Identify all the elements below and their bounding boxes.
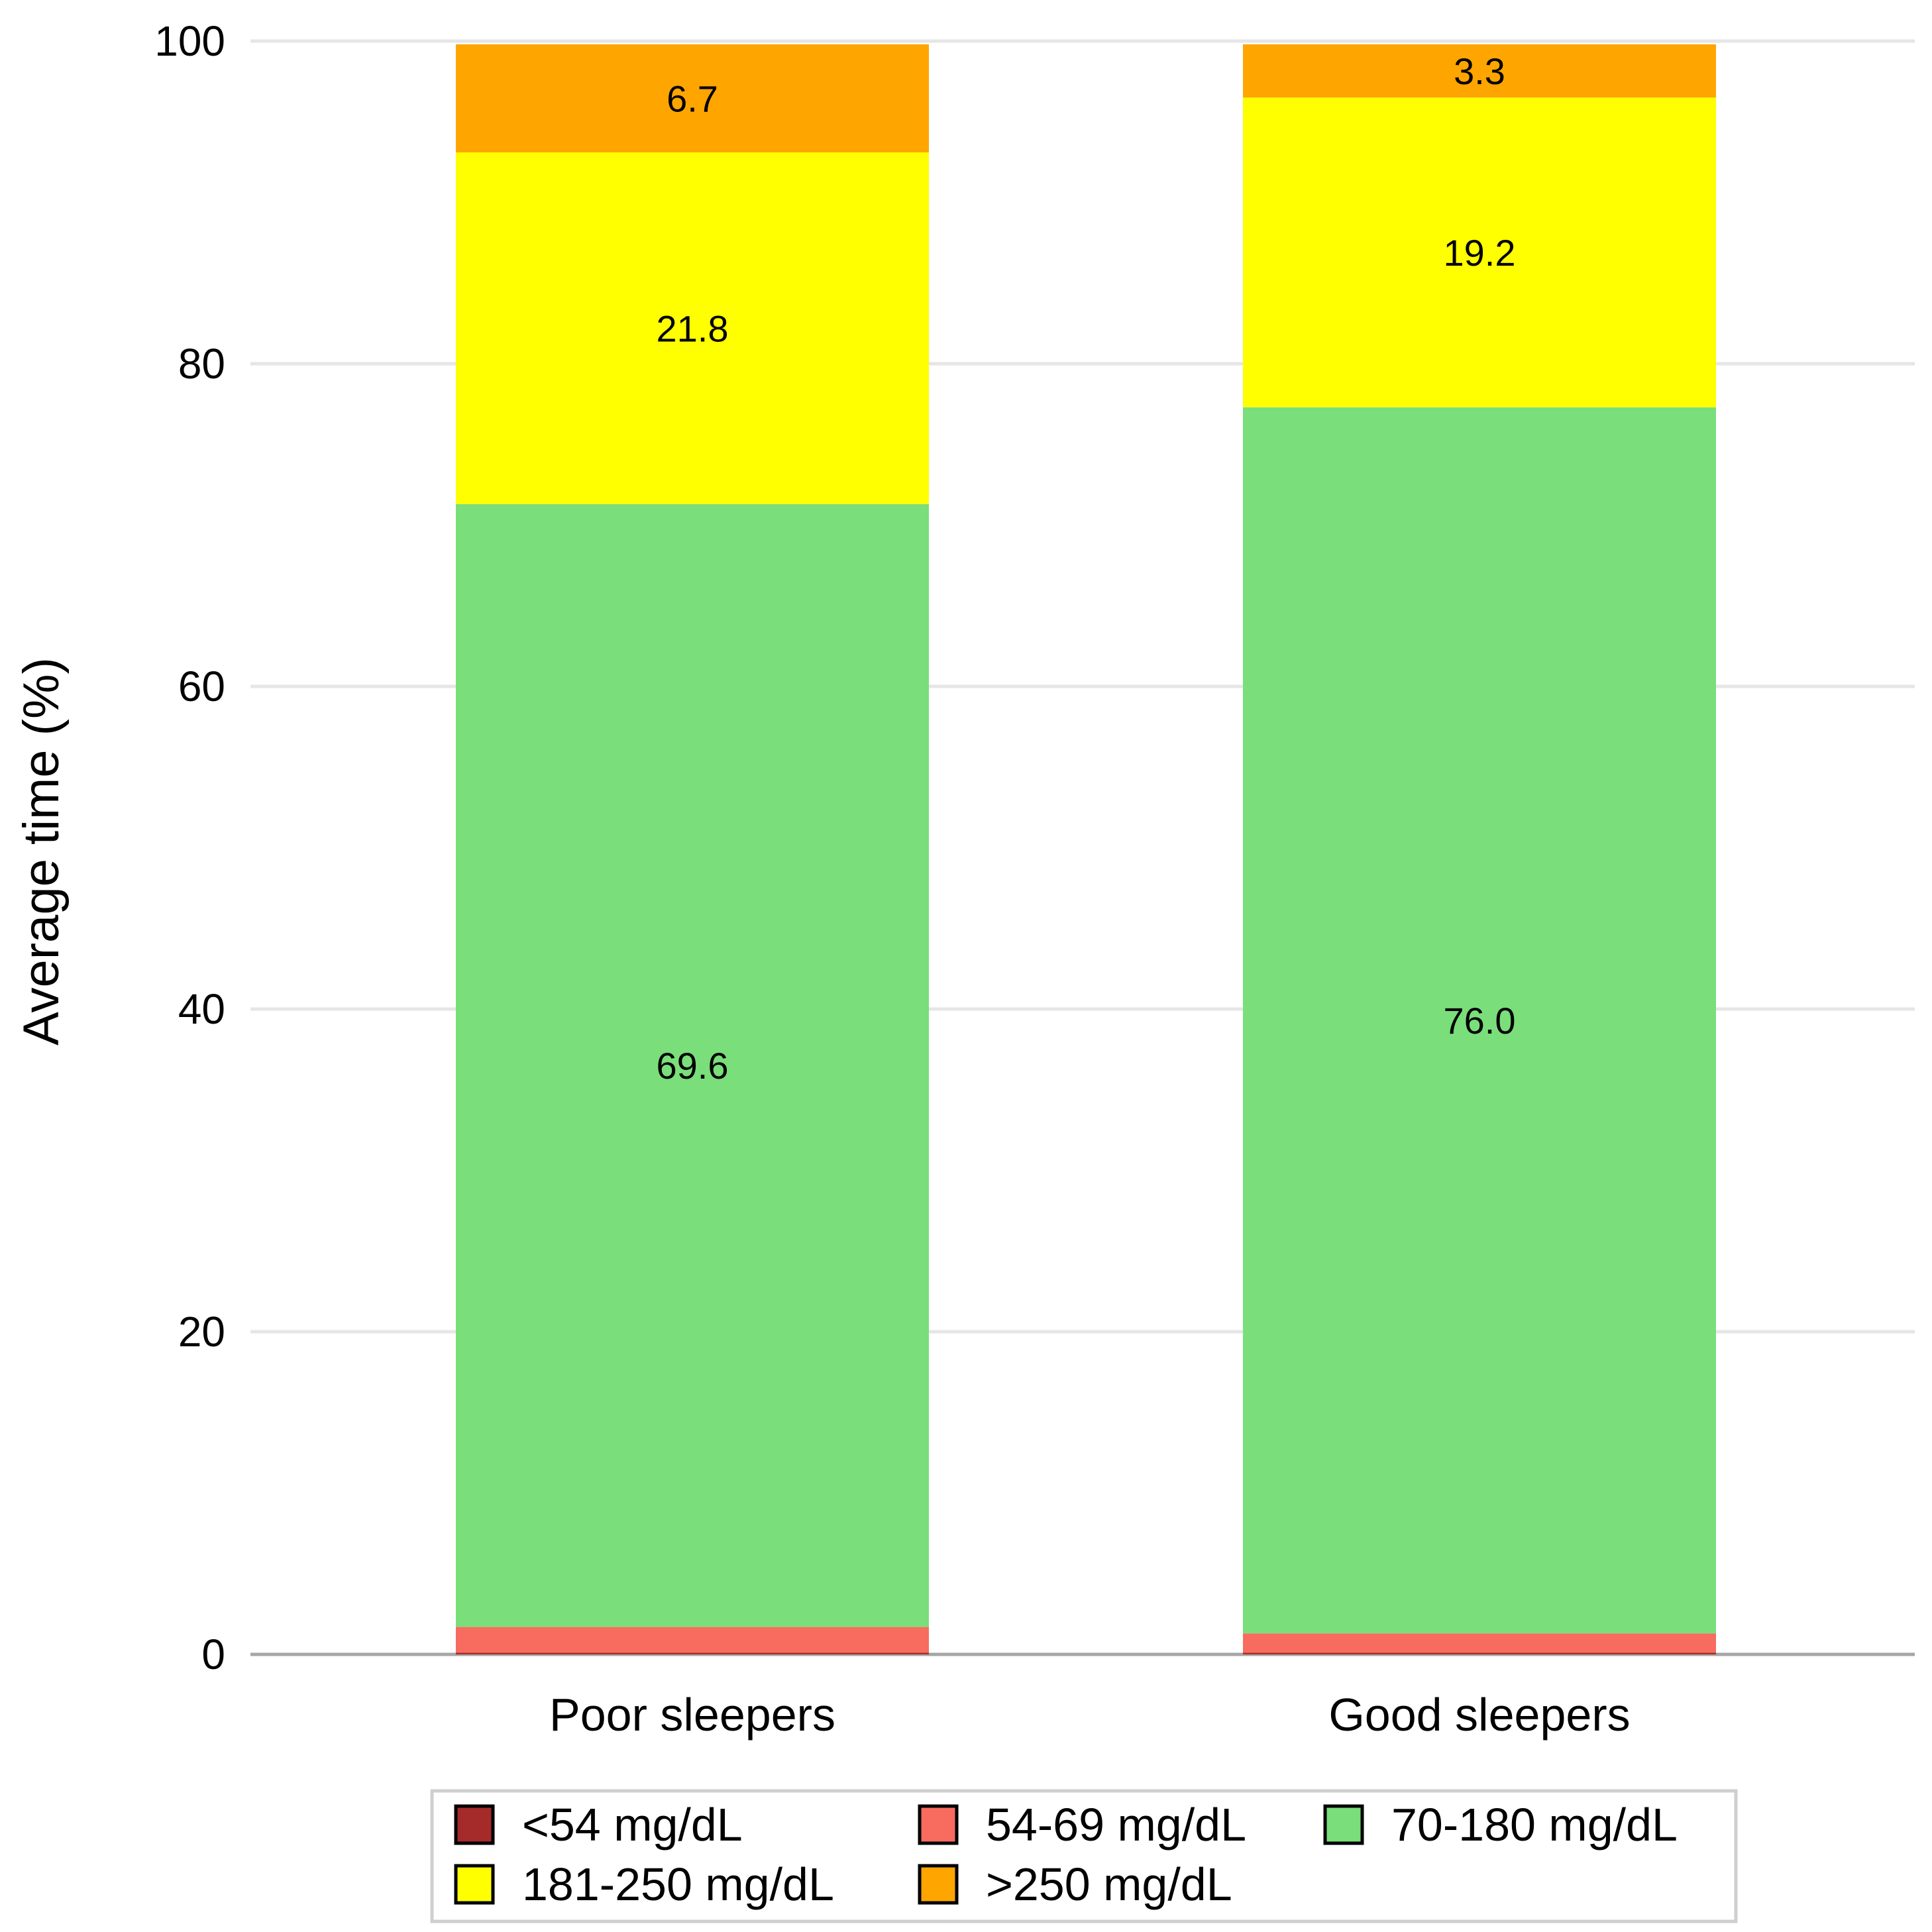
legend-label: 54-69 mg/dL [986,1799,1246,1851]
data-label: 19.2 [1444,232,1516,274]
y-tick-label: 60 [178,663,225,710]
bar-segment [1243,1652,1716,1654]
legend: <54 mg/dL 54-69 mg/dL 70-180 mg/dL 181-250 … [430,1789,1738,1923]
legend-label: 181-250 mg/dL [522,1858,834,1910]
bar-segment [456,44,929,153]
y-tick-label: 80 [178,340,225,388]
data-label: 6.7 [667,78,718,119]
legend-box [430,1789,1738,1923]
legend-swatch [918,1864,959,1905]
bar-segment [456,1627,929,1653]
legend-swatch [1323,1804,1364,1845]
y-tick-label: 40 [178,985,225,1033]
bar-segment [1243,1633,1716,1653]
y-axis-title: Average time (%) [13,657,70,1046]
data-label: 76.0 [1444,1000,1516,1042]
legend-label: <54 mg/dL [522,1799,743,1851]
legend-item: >250 mg/dL [918,1858,1232,1910]
y-tick-label: 20 [178,1308,225,1356]
data-label: 3.3 [1454,50,1505,92]
bar-stack: 76.0 19.2 3.3 [1243,44,1716,1654]
legend-swatch [454,1804,495,1845]
data-label: 69.6 [657,1045,729,1087]
bar-segment [456,1652,929,1654]
y-tick-label: 100 [154,17,225,65]
x-category-label: Good sleepers [1328,1689,1630,1741]
legend-item: 181-250 mg/dL [454,1858,834,1910]
bar-stack: 69.6 21.8 6.7 [456,44,929,1654]
legend-swatch [454,1864,495,1905]
bar-segment [1243,97,1716,407]
legend-item: <54 mg/dL [454,1799,743,1851]
x-axis-categories: Poor sleepers Good sleepers [549,1689,1631,1741]
data-label: 21.8 [657,307,729,349]
y-axis-ticks: 0 20 40 60 80 100 [154,17,225,1678]
bar-stacks: 69.6 21.8 6.7 76.0 19.2 3.3 [456,44,1716,1654]
bar-segment [456,152,929,504]
legend-label: >250 mg/dL [986,1858,1232,1910]
x-category-label: Poor sleepers [549,1689,835,1741]
legend-item: 54-69 mg/dL [918,1799,1246,1851]
legend-swatch [918,1804,959,1845]
legend-item: 70-180 mg/dL [1323,1799,1678,1851]
bar-segment [456,504,929,1627]
bar-segment [1243,44,1716,98]
legend-label: 70-180 mg/dL [1391,1799,1678,1851]
y-tick-label: 0 [201,1631,225,1678]
bar-segment [1243,407,1716,1634]
